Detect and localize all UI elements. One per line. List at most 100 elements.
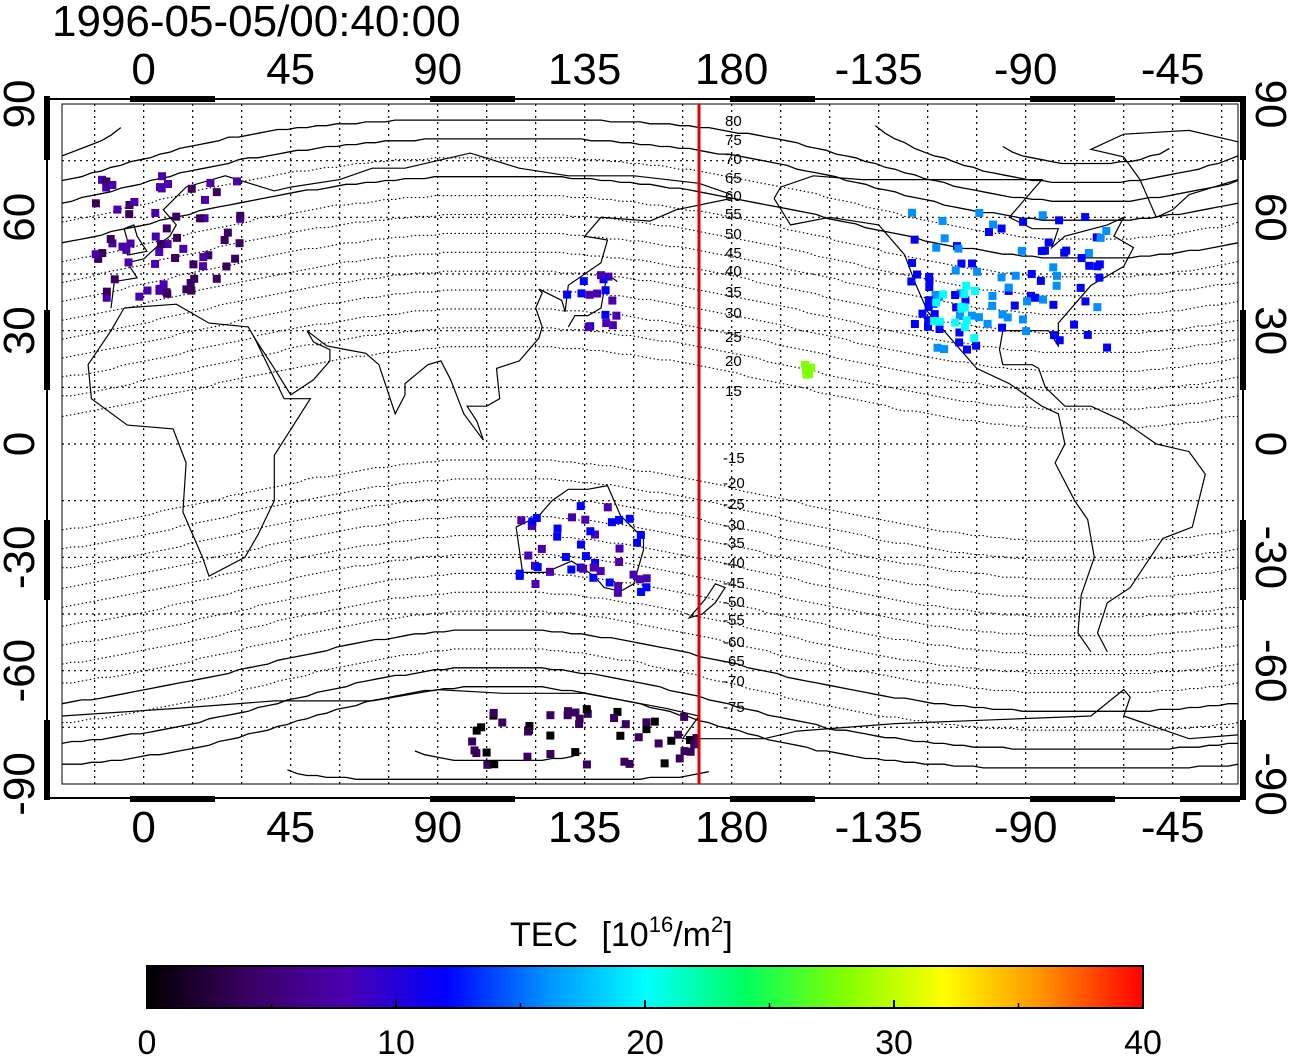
tec-marker bbox=[212, 274, 221, 283]
tec-marker bbox=[187, 286, 196, 295]
tec-marker bbox=[967, 311, 976, 320]
colorbar-tick-label: 30 bbox=[875, 1024, 913, 1057]
tec-marker bbox=[1102, 226, 1111, 235]
tec-marker bbox=[951, 291, 960, 300]
tec-marker bbox=[212, 188, 221, 197]
tec-marker bbox=[130, 197, 139, 206]
tec-marker bbox=[910, 235, 919, 244]
frame-stripe bbox=[730, 96, 815, 102]
tec-marker bbox=[675, 754, 684, 763]
mlat-contour bbox=[61, 176, 1239, 259]
tec-marker bbox=[1096, 233, 1105, 242]
tec-marker bbox=[961, 296, 970, 305]
tec-marker bbox=[615, 557, 624, 566]
tec-marker bbox=[583, 709, 592, 718]
tec-marker bbox=[1081, 297, 1090, 306]
tec-marker bbox=[515, 569, 524, 578]
tec-marker bbox=[220, 235, 229, 244]
contour-label: 80 bbox=[725, 113, 742, 130]
tec-marker bbox=[113, 205, 122, 214]
tec-marker bbox=[603, 503, 612, 512]
tec-marker bbox=[553, 532, 562, 541]
tec-marker bbox=[110, 275, 119, 284]
contour-label: -45 bbox=[723, 575, 745, 592]
lat-label-right: 30 bbox=[1246, 306, 1292, 355]
tec-marker bbox=[533, 563, 542, 572]
mlat-contour bbox=[61, 346, 1238, 429]
contour-label: -75 bbox=[723, 699, 745, 716]
lon-label-top: 45 bbox=[266, 45, 315, 94]
tec-marker bbox=[629, 570, 638, 579]
mlat-contour bbox=[61, 251, 1239, 335]
tec-marker bbox=[563, 711, 572, 720]
tec-marker bbox=[470, 746, 479, 755]
tec-marker bbox=[102, 183, 111, 192]
tec-marker bbox=[532, 513, 541, 522]
tec-marker bbox=[642, 725, 651, 734]
tec-marker bbox=[498, 718, 507, 727]
frame-stripe bbox=[44, 310, 50, 390]
tec-marker bbox=[528, 522, 537, 531]
latitude-labels-left: 90 60 30 0 -30 -60 -90 bbox=[0, 80, 44, 816]
tec-marker bbox=[1095, 273, 1104, 282]
map-title: 1996-05-05/00:40:00 bbox=[52, 0, 461, 46]
tec-marker bbox=[576, 540, 585, 549]
tec-marker bbox=[954, 244, 963, 253]
lon-label-top: 135 bbox=[548, 45, 621, 94]
tec-marker bbox=[523, 752, 532, 761]
tec-marker bbox=[636, 530, 645, 539]
tec-marker bbox=[1022, 327, 1031, 336]
tec-marker bbox=[206, 178, 215, 187]
contour-label: -55 bbox=[723, 612, 745, 629]
mlat-contour bbox=[61, 667, 1238, 750]
tec-marker bbox=[607, 518, 616, 527]
tec-marker bbox=[924, 322, 933, 331]
tec-marker bbox=[589, 563, 598, 572]
tec-marker bbox=[571, 748, 580, 757]
contour-label: 55 bbox=[725, 206, 742, 223]
tec-marker bbox=[907, 277, 916, 286]
tec-marker bbox=[568, 513, 577, 522]
frame-stripe bbox=[130, 796, 215, 802]
tec-marker bbox=[925, 283, 934, 292]
tec-marker bbox=[1039, 295, 1048, 304]
tec-marker bbox=[584, 322, 593, 331]
tec-marker bbox=[151, 232, 160, 241]
tec-marker bbox=[974, 313, 983, 322]
tec-marker bbox=[204, 251, 213, 260]
tec-marker bbox=[601, 310, 610, 319]
tec-marker bbox=[199, 262, 208, 271]
tec-marker bbox=[983, 319, 992, 328]
tec-marker bbox=[525, 721, 534, 730]
tec-marker bbox=[985, 228, 994, 237]
tec-marker bbox=[553, 524, 562, 533]
tec-marker bbox=[483, 760, 492, 769]
lat-label-left: -30 bbox=[0, 526, 44, 590]
mlat-contour bbox=[61, 459, 1239, 542]
lon-label-bottom: 0 bbox=[131, 803, 155, 852]
tec-marker bbox=[222, 262, 231, 271]
tec-marker bbox=[685, 736, 694, 745]
lat-label-left: 30 bbox=[0, 306, 44, 355]
tec-marker bbox=[621, 720, 630, 729]
tec-marker bbox=[918, 309, 927, 318]
tec-marker bbox=[1093, 262, 1102, 271]
lat-label-left: -60 bbox=[0, 639, 44, 703]
contour-label: 40 bbox=[725, 263, 742, 280]
frame-stripes bbox=[44, 96, 1246, 802]
tec-marker bbox=[546, 731, 555, 740]
tec-marker bbox=[156, 240, 165, 249]
tec-marker bbox=[106, 235, 115, 244]
tec-marker bbox=[599, 275, 608, 284]
tec-marker bbox=[1103, 343, 1112, 352]
tec-marker bbox=[686, 747, 695, 756]
tec-marker bbox=[199, 253, 208, 262]
mlat-contour bbox=[61, 289, 1239, 372]
tec-marker bbox=[151, 208, 160, 217]
tec-marker bbox=[1023, 297, 1032, 306]
mlat-contour bbox=[62, 497, 1239, 580]
tec-marker bbox=[924, 296, 933, 305]
lon-label-bottom: -135 bbox=[835, 803, 923, 852]
tec-marker bbox=[935, 324, 944, 333]
